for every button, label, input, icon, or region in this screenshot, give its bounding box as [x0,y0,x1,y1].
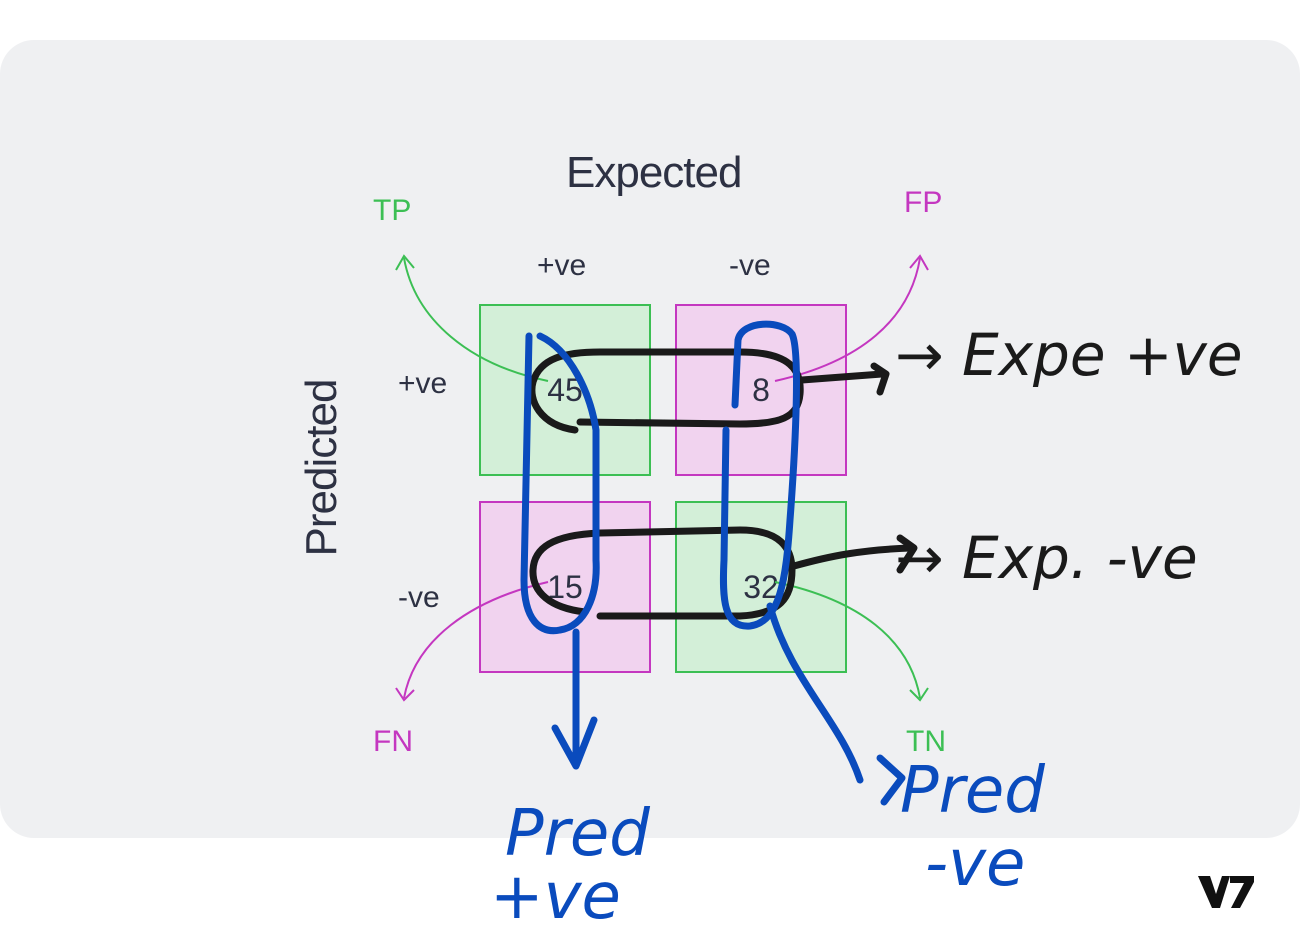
annotation-exp-neg: → Exp. -ve [895,524,1198,592]
cell-value: 8 [752,371,770,408]
tp-arrow [403,257,549,382]
annotation-exp-pos: → Expe +ve [895,321,1243,389]
column-positive-connector-head [551,716,598,770]
annotation-pred-neg-2: -ve [925,827,1025,901]
row-negative-connector-head [896,534,918,574]
row-header-negative: -ve [398,581,440,614]
column-negative-loop [719,320,800,630]
cell-value: 15 [547,568,583,605]
fn-arrowhead [395,687,415,702]
fp-arrowhead [909,254,929,271]
annotation-pred-neg: Pred [900,754,1045,828]
cell-false-positive: 8 [675,304,847,476]
tn-label: TN [906,725,946,758]
fn-arrow [403,581,549,699]
fp-label: FP [904,186,943,219]
v7-logo-icon [1198,876,1254,908]
annotation-pred-pos-2: +ve [490,860,621,934]
column-header-negative: -ve [729,249,771,282]
column-negative-connector-head [876,754,906,806]
row-header-positive: +ve [398,367,448,400]
diagram-title: Expected [566,148,742,197]
v7-logo [1196,872,1256,917]
column-positive-loop [520,332,600,635]
row-positive-connector [798,370,886,384]
fp-arrow [774,257,921,382]
tp-label: TP [373,194,412,227]
tn-arrowhead [909,687,929,702]
row-positive-connector-head [870,362,890,396]
row-negative-connector [790,544,914,570]
row-negative-loop [529,526,796,620]
tp-arrowhead [395,254,415,271]
column-header-positive: +ve [537,249,587,282]
annotation-pred-pos: Pred [505,797,650,871]
tn-arrow [774,581,921,699]
cell-true-positive: 45 [479,304,651,476]
column-negative-connector [766,602,864,784]
cell-value: 32 [743,568,779,605]
fn-label: FN [373,725,413,758]
